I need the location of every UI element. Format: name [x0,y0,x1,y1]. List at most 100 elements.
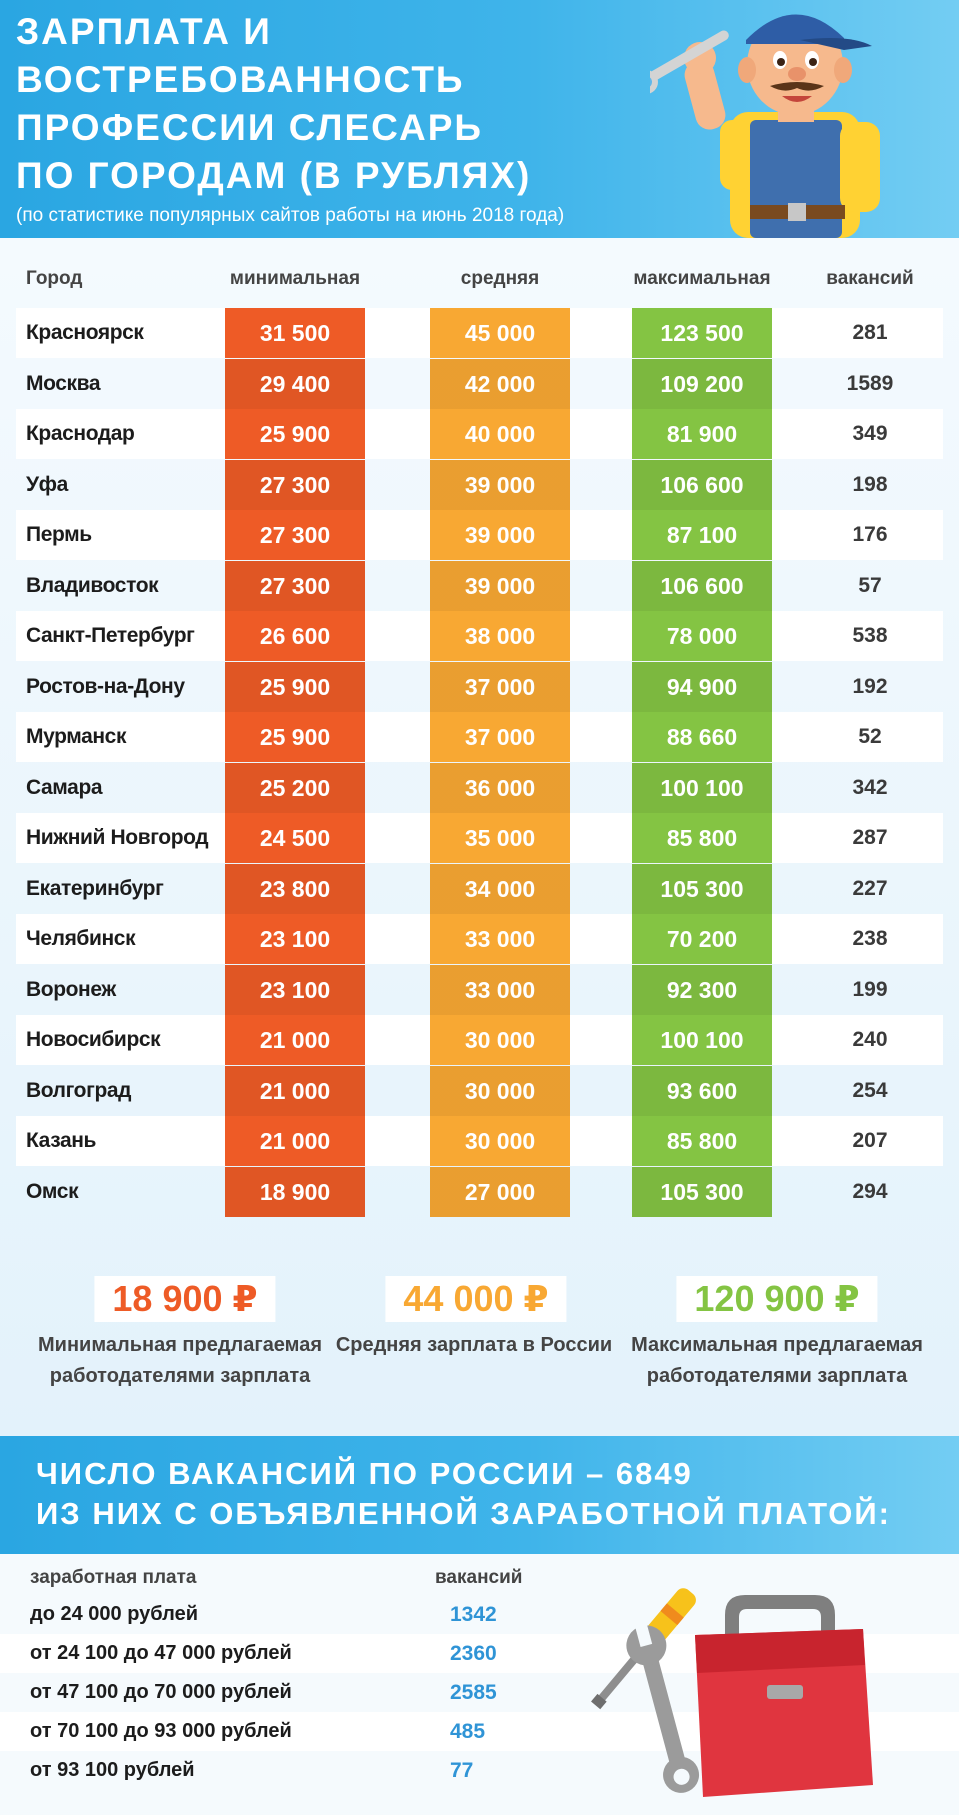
min-salary-bar: 27 300 [225,459,365,510]
column-header-avg: средняя [460,268,540,289]
vacancy-count: 281 [852,321,888,344]
max-salary-bar: 106 600 [632,459,772,510]
min-salary-bar: 31 500 [225,308,365,358]
banner-line-declared: из них с объявленной заработной платой: [36,1496,891,1531]
avg-salary-bar: 33 000 [430,964,570,1015]
column-header-city: Город [26,268,83,289]
column-header-vacancies: вакансий [826,268,914,289]
title-line: Зарплата и [16,11,272,52]
summary-max-value: 120 900 ₽ [676,1276,878,1322]
city-name: Казань [26,1129,97,1152]
vacancy-count: 538 [852,624,888,647]
summary-min-label: Минимальная предлагаемая работодателями … [38,1334,322,1387]
city-name: Уфа [26,472,68,496]
summary-min-value: 18 900 ₽ [94,1276,276,1322]
vacancy-count-value: 2585 [450,1681,497,1704]
title-line: профессии слесарь [16,107,483,148]
avg-salary-bar: 40 000 [430,409,570,459]
vacancy-count: 349 [852,422,888,445]
max-salary-bar: 100 100 [632,762,772,813]
max-salary-bar: 88 660 [632,712,772,762]
avg-salary-bar: 39 000 [430,459,570,510]
vacancy-count: 342 [852,775,888,799]
avg-salary-bar: 39 000 [430,560,570,611]
vacancy-count: 198 [852,472,888,496]
city-name: Москва [26,371,101,395]
min-salary-bar: 27 300 [225,510,365,560]
title-line: востребованность [16,59,465,100]
min-salary-bar: 23 100 [225,914,365,964]
avg-salary-bar: 30 000 [430,1065,570,1116]
distribution-header-count: вакансий [435,1567,523,1588]
city-name: Екатеринбург [26,876,164,900]
avg-salary-bar: 39 000 [430,510,570,560]
vacancy-count: 294 [852,1179,888,1203]
vacancy-count-value: 2360 [450,1642,497,1665]
max-salary-bar: 106 600 [632,560,772,611]
min-salary-bar: 29 400 [225,358,365,409]
max-salary-bar: 100 100 [632,1015,772,1065]
vacancy-count: 57 [858,573,882,597]
avg-salary-bar: 38 000 [430,611,570,661]
avg-salary-bar: 27 000 [430,1166,570,1217]
page-title: Зарплата и востребованность профессии сл… [16,8,636,200]
max-salary-bar: 78 000 [632,611,772,661]
distribution-header-range: заработная плата [30,1567,197,1588]
salary-range-label: от 24 100 до 47 000 рублей [30,1642,292,1664]
vacancy-count-value: 77 [450,1759,474,1782]
vacancy-count: 192 [852,674,888,698]
min-salary-bar: 25 200 [225,762,365,813]
max-salary-bar: 85 800 [632,813,772,863]
min-salary-bar: 21 000 [225,1116,365,1166]
max-salary-bar: 85 800 [632,1116,772,1166]
avg-salary-bar: 35 000 [430,813,570,863]
city-name: Воронеж [26,977,116,1001]
city-name: Санкт-Петербург [26,624,195,647]
max-salary-bar: 105 300 [632,1166,772,1217]
vacancy-count: 199 [852,977,888,1001]
min-salary-bar: 21 000 [225,1015,365,1065]
avg-salary-bar: 30 000 [430,1116,570,1166]
vacancies-banner: Число вакансий по России – 6849 из них с… [0,1436,959,1554]
city-name: Нижний Новгород [26,826,209,849]
page-subtitle: (по статистике популярных сайтов работы … [16,205,565,226]
summary-max-label: Максимальная предлагаемая работодателями… [631,1334,923,1387]
max-salary-bar: 94 900 [632,661,772,712]
salary-range-label: от 70 100 до 93 000 рублей [30,1720,292,1742]
vacancy-count: 287 [852,826,888,849]
vacancy-count: 240 [852,1028,888,1051]
vacancy-count: 1589 [846,371,894,395]
toolbox-illustration [591,1588,873,1797]
max-salary-bar: 109 200 [632,358,772,409]
salary-range-label: от 47 100 до 70 000 рублей [30,1681,292,1703]
min-salary-bar: 27 300 [225,560,365,611]
vacancy-count-value: 1342 [450,1603,497,1626]
max-salary-bar: 93 600 [632,1065,772,1116]
summary-avg-value: 44 000 ₽ [385,1276,567,1322]
max-salary-bar: 70 200 [632,914,772,964]
city-name: Волгоград [26,1078,132,1102]
avg-salary-bar: 42 000 [430,358,570,409]
avg-salary-bar: 33 000 [430,914,570,964]
summary-avg-label: Средняя зарплата в России [335,1334,613,1356]
max-salary-bar: 87 100 [632,510,772,560]
city-name: Омск [26,1179,79,1203]
avg-salary-bar: 30 000 [430,1015,570,1065]
city-name: Самара [26,775,103,799]
max-salary-bar: 92 300 [632,964,772,1015]
city-name: Красноярск [26,321,144,344]
min-salary-bar: 25 900 [225,661,365,712]
column-header-min: минимальная [229,268,361,289]
city-name: Новосибирск [26,1028,161,1051]
min-salary-bar: 23 800 [225,863,365,914]
min-salary-bar: 24 500 [225,813,365,863]
city-name: Владивосток [26,573,159,597]
city-name: Мурманск [26,725,127,748]
salary-range-label: до 24 000 рублей [30,1603,198,1625]
avg-salary-bar: 37 000 [430,661,570,712]
title-line: по городам (в рублях) [16,155,532,196]
banner-line-total: Число вакансий по России – 6849 [36,1456,693,1491]
vacancy-count: 52 [858,725,882,748]
vacancy-count-value: 485 [450,1720,486,1743]
city-name: Челябинск [26,927,136,950]
